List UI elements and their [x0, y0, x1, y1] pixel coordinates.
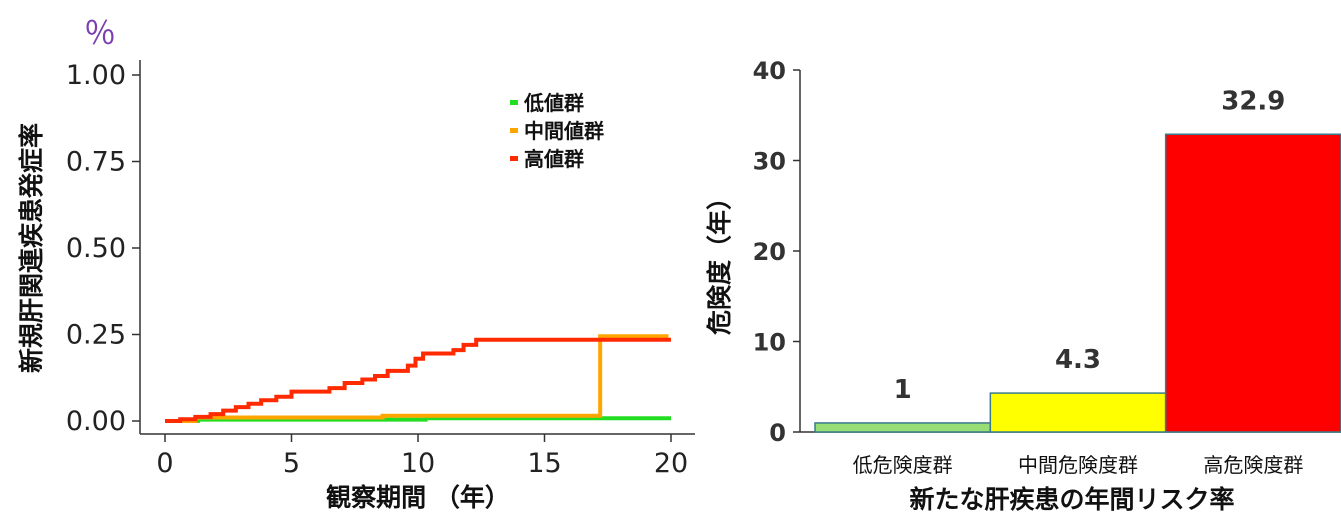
x-tick-label: 10: [401, 448, 435, 479]
bar-x-axis-title: 新たな肝疾患の年間リスク率: [909, 485, 1234, 514]
y-tick-label: 0.00: [66, 406, 126, 437]
bar-2: [989, 392, 1167, 433]
bar-3: [1164, 133, 1341, 433]
risk-bar-chart: 0 10 20 30 40 1 低危険度群 4.3 中間危険度群 32.9 高危険度群 新たな肝疾…: [705, 57, 1341, 514]
y-axis-title: 新規肝関連疾患発症率: [17, 123, 46, 373]
y-tick-label: 0.75: [66, 147, 126, 178]
y-tick-label: 0.50: [66, 233, 126, 264]
legend-label: 低値群: [523, 91, 584, 115]
bars: [814, 133, 1341, 433]
x-tick-label: 15: [527, 448, 561, 479]
y-tick-label: 0.25: [66, 320, 126, 351]
bar-value-label: 4.3: [1055, 345, 1101, 375]
bar-y-tick-label: 30: [753, 148, 786, 176]
x-tick-label: 0: [156, 448, 173, 479]
bar-value-label: 32.9: [1221, 86, 1285, 116]
bar-category-label: 中間危険度群: [1018, 453, 1138, 477]
incidence-chart: ％ 0.00 0.25 0.50 0.75 1.00 0 5 10 15 20 低値群中間値群高…: [17, 14, 695, 512]
legend-label: 高値群: [524, 147, 584, 171]
x-axis-ticks: 0 5 10 15 20: [156, 434, 688, 479]
unit-label: ％: [84, 14, 116, 52]
legend-swatch: [510, 128, 518, 133]
bar-labels: 1 低危険度群 4.3 中間危険度群 32.9 高危険度群: [853, 86, 1304, 477]
y-axis-ticks: 0.00 0.25 0.50 0.75 1.00: [66, 60, 140, 437]
bar-y-axis-ticks: 0 10 20 30 40: [753, 57, 800, 447]
series-lines: [165, 334, 671, 423]
legend-swatch: [510, 100, 518, 105]
bar-y-tick-label: 0: [769, 419, 786, 447]
bar-1: [814, 422, 992, 433]
legend-swatch: [510, 156, 518, 161]
bar-category-label: 低危険度群: [853, 453, 953, 477]
bar-value-label: 1: [894, 375, 912, 405]
series-line-3: [165, 337, 671, 423]
bar-y-tick-label: 40: [753, 57, 786, 85]
x-tick-label: 5: [283, 448, 300, 479]
x-tick-label: 20: [654, 448, 688, 479]
bar-y-tick-label: 10: [753, 329, 786, 357]
x-axis-title: 観察期間 （年）: [326, 483, 510, 512]
bar-category-label: 高危険度群: [1203, 453, 1303, 477]
bar-y-axis-title: 危険度（年）: [705, 185, 734, 335]
legend-label: 中間値群: [524, 119, 604, 143]
y-tick-label: 1.00: [66, 60, 126, 91]
bar-y-tick-label: 20: [753, 238, 786, 266]
